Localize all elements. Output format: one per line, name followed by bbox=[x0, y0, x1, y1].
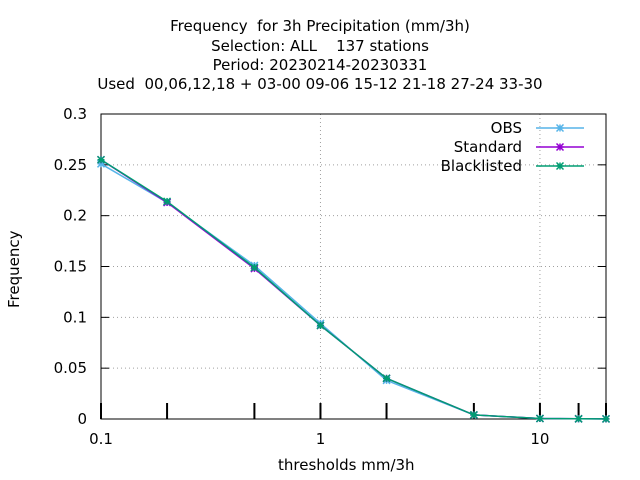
data-point bbox=[469, 410, 478, 419]
y-tick-label: 0.15 bbox=[54, 258, 87, 276]
x-tick-label: 10 bbox=[530, 430, 549, 448]
point-marker-stroke bbox=[574, 414, 583, 423]
data-point bbox=[316, 321, 325, 330]
point-marker-stroke bbox=[555, 123, 565, 133]
y-tick-label: 0.3 bbox=[63, 105, 87, 123]
series-obs bbox=[96, 159, 611, 423]
point-marker-stroke bbox=[555, 161, 565, 171]
point-marker-stroke bbox=[316, 321, 325, 330]
title-line-4: Used 00,06,12,18 + 03-00 09-06 15-12 21-… bbox=[97, 75, 543, 93]
point-marker-stroke bbox=[163, 197, 172, 206]
data-point bbox=[535, 414, 544, 423]
data-point bbox=[250, 263, 259, 272]
data-point bbox=[382, 374, 391, 383]
y-axis-label: Frequency bbox=[5, 230, 23, 309]
y-tick-label: 0.05 bbox=[54, 359, 87, 377]
data-point bbox=[96, 155, 106, 164]
series-line bbox=[100, 163, 607, 420]
legend-label: OBS bbox=[491, 119, 522, 137]
legend-label: Blacklisted bbox=[441, 157, 522, 175]
data-point bbox=[601, 414, 611, 423]
point-marker-stroke bbox=[250, 263, 259, 272]
point-marker-stroke bbox=[96, 155, 106, 164]
legend-marker bbox=[555, 161, 565, 171]
title-line-3: Period: 20230214-20230331 bbox=[212, 56, 428, 74]
legend-label: Standard bbox=[454, 138, 522, 156]
y-tick-label: 0.25 bbox=[54, 156, 87, 174]
point-marker-stroke bbox=[555, 142, 565, 152]
y-tick-label: 0.1 bbox=[63, 308, 87, 326]
series-line bbox=[100, 159, 607, 420]
series-standard bbox=[96, 155, 611, 423]
legend-marker bbox=[555, 123, 565, 133]
title-line-2: Selection: ALL 137 stations bbox=[211, 37, 429, 55]
legend-marker bbox=[555, 142, 565, 152]
data-point bbox=[163, 197, 172, 206]
y-tick-label: 0 bbox=[77, 410, 87, 428]
point-marker-stroke bbox=[382, 374, 391, 383]
series-line bbox=[100, 159, 607, 420]
y-tick-label: 0.2 bbox=[63, 207, 87, 225]
series-blacklisted bbox=[96, 155, 611, 423]
data-point bbox=[574, 414, 583, 423]
x-tick-label: 1 bbox=[316, 430, 326, 448]
title-line-1: Frequency for 3h Precipitation (mm/3h) bbox=[170, 17, 470, 35]
point-marker-stroke bbox=[469, 410, 478, 419]
x-axis-label: thresholds mm/3h bbox=[278, 456, 415, 474]
point-marker-stroke bbox=[535, 414, 544, 423]
x-tick-label: 0.1 bbox=[89, 430, 113, 448]
point-marker-stroke bbox=[601, 414, 611, 423]
